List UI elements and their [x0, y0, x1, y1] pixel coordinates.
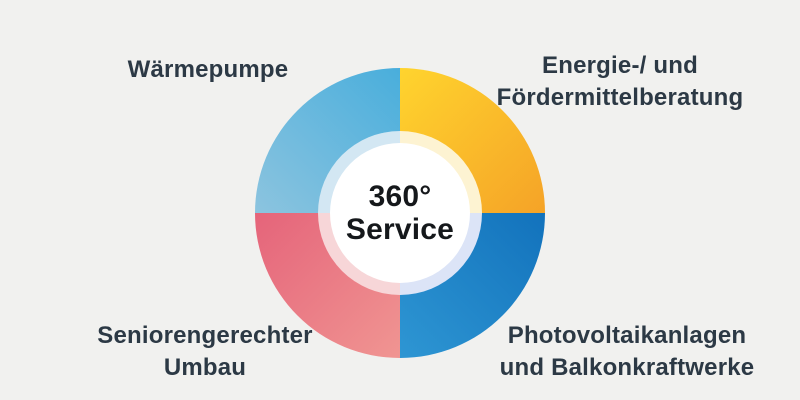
label-line: Umbau: [163, 354, 247, 381]
label-line: Wärmepumpe: [127, 56, 289, 83]
label-line: Fördermittelberatung: [496, 84, 744, 111]
center-title-line1: 360°: [368, 180, 432, 213]
label-energie-foerdermittelberatung: Energie-/ und Fördermittelberatung: [460, 50, 780, 114]
donut-chart: 360° Service: [255, 68, 545, 358]
center-title-line2: Service: [345, 213, 455, 246]
center-circle: 360° Service: [330, 143, 470, 283]
label-photovoltaikanlagen-balkonkraftwerke: Photovoltaikanlagen und Balkonkraftwerke: [467, 320, 787, 384]
label-line: und Balkonkraftwerke: [499, 354, 755, 381]
center-title: 360° Service: [346, 180, 454, 246]
label-line: Photovoltaikanlagen: [507, 322, 747, 349]
label-line: Energie-/ und: [542, 52, 698, 79]
label-line: Seniorengerechter: [97, 322, 313, 349]
label-seniorengerechter-umbau: Seniorengerechter Umbau: [45, 320, 365, 384]
label-waermepumpe: Wärmepumpe: [38, 54, 378, 86]
